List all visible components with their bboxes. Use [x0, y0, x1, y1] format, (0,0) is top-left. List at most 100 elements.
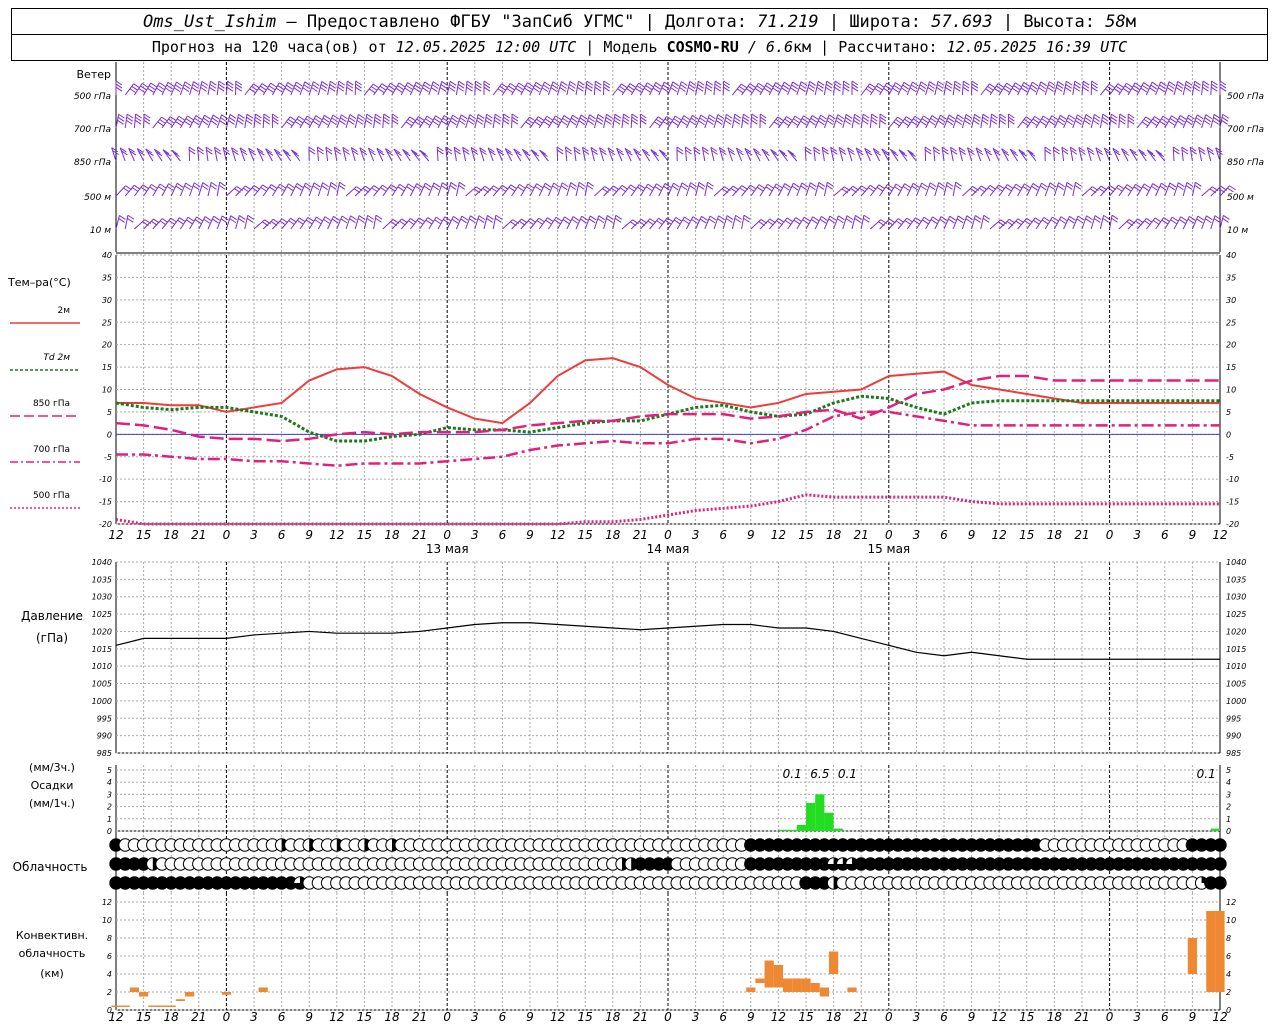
wind-barb: [520, 116, 530, 129]
wind-barb-flag: [853, 119, 860, 125]
wind-barb-flag: [217, 86, 225, 92]
wind-barb-flag: [974, 215, 982, 220]
wind-barb-flag: [1216, 150, 1223, 156]
hour-label: 15: [357, 1010, 372, 1024]
wind-barb: [621, 114, 624, 129]
wind-barb: [731, 114, 736, 129]
wind-barb-flag: [905, 116, 913, 122]
wind-barb-flag: [458, 184, 465, 190]
wind-barb: [281, 183, 289, 197]
wind-barb: [778, 217, 788, 230]
wind-barb-flag: [375, 113, 382, 119]
conv-bar: [792, 978, 802, 992]
wind-barb-flag: [1127, 116, 1135, 122]
wind-barb: [529, 116, 539, 129]
hour-label: 21: [191, 1010, 206, 1024]
wind-barb: [170, 81, 177, 96]
wind-barb-flag: [622, 119, 630, 125]
wind-barb-flag: [976, 150, 984, 156]
wind-barb-flag: [663, 185, 670, 191]
wind-barb-flag: [803, 115, 810, 121]
wind-barb-flag: [432, 81, 440, 87]
pressure-tick-label: 995: [97, 714, 112, 723]
wind-barb-flag: [817, 185, 825, 190]
wind-barb-flag: [502, 119, 510, 125]
wind-barb: [198, 216, 206, 230]
wind-barb: [1099, 114, 1104, 129]
wind-barb-flag: [717, 218, 724, 224]
wind-barb-flag: [714, 80, 722, 86]
wind-barb-flag: [294, 121, 302, 126]
wind-barb-flag: [1178, 182, 1185, 188]
wind-barb-flag: [357, 116, 364, 122]
wind-barb: [1026, 116, 1036, 129]
wind-barb-flag: [813, 146, 821, 152]
wind-barb-flag: [1084, 117, 1092, 122]
wind-barb: [621, 219, 633, 230]
wind-barb-flag: [477, 113, 485, 119]
wind-barb: [1146, 217, 1156, 230]
wind-barb: [676, 216, 685, 230]
wind-barb: [143, 218, 154, 230]
wind-barb-flag: [129, 88, 137, 94]
wind-barb: [1210, 114, 1215, 129]
wind-barb-flag: [782, 84, 790, 90]
wind-barb-flag: [659, 149, 666, 155]
wind-barb-flag: [855, 147, 863, 153]
wind-barb-flag: [966, 215, 974, 221]
wind-barb: [814, 114, 822, 129]
wind-barb: [409, 116, 419, 129]
wind-barb-flag: [1172, 146, 1180, 152]
wind-barb-flag: [527, 183, 535, 189]
wind-barb-flag: [1067, 117, 1074, 123]
wind-barb-flag: [383, 116, 390, 122]
wind-barb: [455, 114, 462, 129]
conv-bar: [773, 965, 783, 988]
wind-barb: [897, 82, 905, 96]
wind-barb-flag: [218, 80, 226, 86]
wind-barb-flag: [536, 220, 544, 225]
wind-barb: [704, 81, 708, 96]
wind-barb-flag: [298, 217, 306, 223]
wind-barb-flag: [928, 84, 935, 89]
wind-barb-flag: [435, 115, 442, 121]
wind-barb-flag: [750, 184, 757, 190]
wind-barb-flag: [743, 214, 751, 220]
wind-barb: [685, 115, 693, 129]
wind-barb-flag: [1169, 118, 1177, 123]
wind-barb: [915, 81, 922, 96]
wind-barb-flag: [1195, 117, 1203, 123]
wind-barb: [134, 219, 146, 230]
wind-barb-flag: [286, 84, 293, 90]
hour-label: 9: [1189, 1010, 1197, 1024]
wind-barb-flag: [626, 88, 633, 93]
wind-barb: [1090, 185, 1102, 197]
wind-barb: [1191, 182, 1196, 197]
wind-barb-flag: [1102, 217, 1110, 223]
pressure-tick-label: 1020: [92, 627, 112, 636]
wind-barb-flag: [296, 118, 304, 124]
precip-3h-label: 0.1: [783, 767, 802, 781]
wind-barb-flag: [134, 119, 142, 125]
wind-barb-flag: [210, 184, 217, 190]
wind-barb-flag: [633, 148, 640, 154]
wind-barb-flag: [637, 186, 644, 192]
wind-barb-flag: [803, 216, 811, 222]
wind-barb-flag: [1011, 151, 1019, 157]
wind-barb-flag: [813, 149, 821, 155]
wind-barb-flag: [386, 150, 394, 156]
wind-barb-flag: [715, 120, 723, 125]
wind-barb-flag: [221, 215, 229, 221]
wind-barb-flag: [964, 117, 972, 122]
wind-barb-flag: [1041, 118, 1048, 124]
wind-barb-flag: [848, 150, 855, 156]
wind-barb: [838, 147, 844, 162]
wind-barb-flag: [937, 80, 945, 86]
wind-barb-flag: [938, 117, 946, 123]
wind-barb-flag: [1042, 115, 1050, 121]
wind-barb-flag: [1058, 182, 1065, 188]
wind-barb: [513, 148, 522, 162]
wind-barb: [830, 147, 835, 162]
wind-barb-flag: [1091, 80, 1098, 86]
precip-unit-3h: (мм/3ч.): [29, 761, 75, 774]
